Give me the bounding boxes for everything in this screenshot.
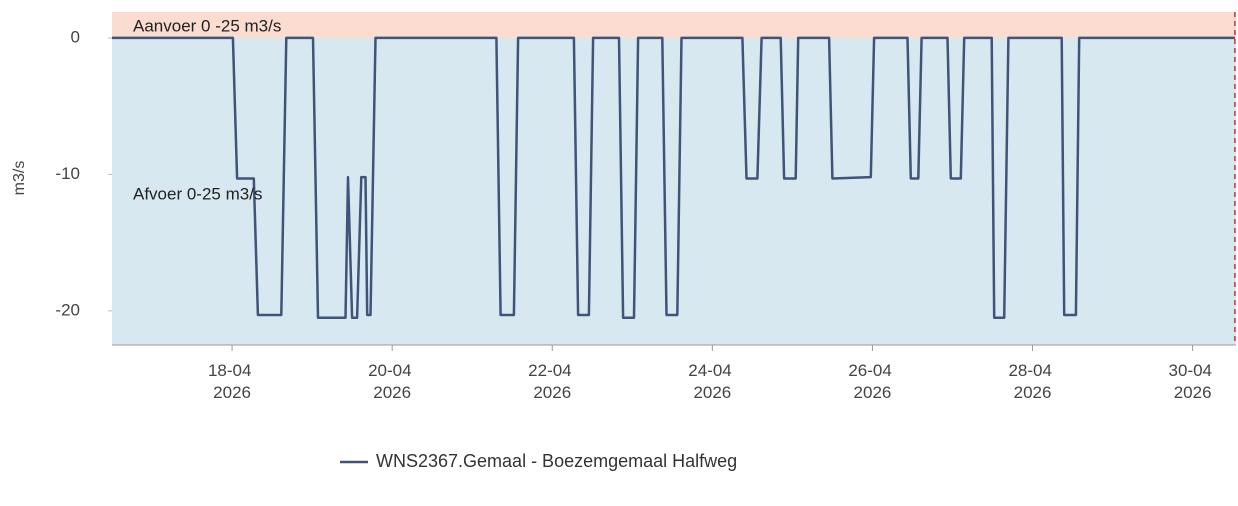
x-tick-label: 28-04 2026 bbox=[1008, 361, 1056, 402]
plot-area bbox=[112, 12, 1236, 345]
x-tick-label: 26-04 2026 bbox=[848, 361, 896, 402]
x-tick-label: 22-04 2026 bbox=[528, 361, 576, 402]
band bbox=[112, 12, 1236, 38]
series-line bbox=[112, 36, 1235, 319]
x-tick-label: 24-04 2026 bbox=[688, 361, 736, 402]
band bbox=[112, 37, 1236, 345]
y-axis-label: m3/s bbox=[11, 161, 28, 196]
y-tick-label: -10 bbox=[55, 164, 80, 183]
legend-label: WNS2367.Gemaal - Boezemgemaal Halfweg bbox=[376, 451, 737, 471]
band-label: Aanvoer 0 -25 m3/s bbox=[133, 16, 281, 35]
y-tick-label: 0 bbox=[71, 27, 80, 46]
x-tick-label: 18-04 2026 bbox=[208, 361, 256, 402]
band-label: Afvoer 0-25 m3/s bbox=[133, 184, 262, 203]
x-tick-label: 20-04 2026 bbox=[368, 361, 416, 402]
y-tick-label: -20 bbox=[55, 300, 80, 319]
x-tick-label: 30-04 2026 bbox=[1169, 361, 1217, 402]
